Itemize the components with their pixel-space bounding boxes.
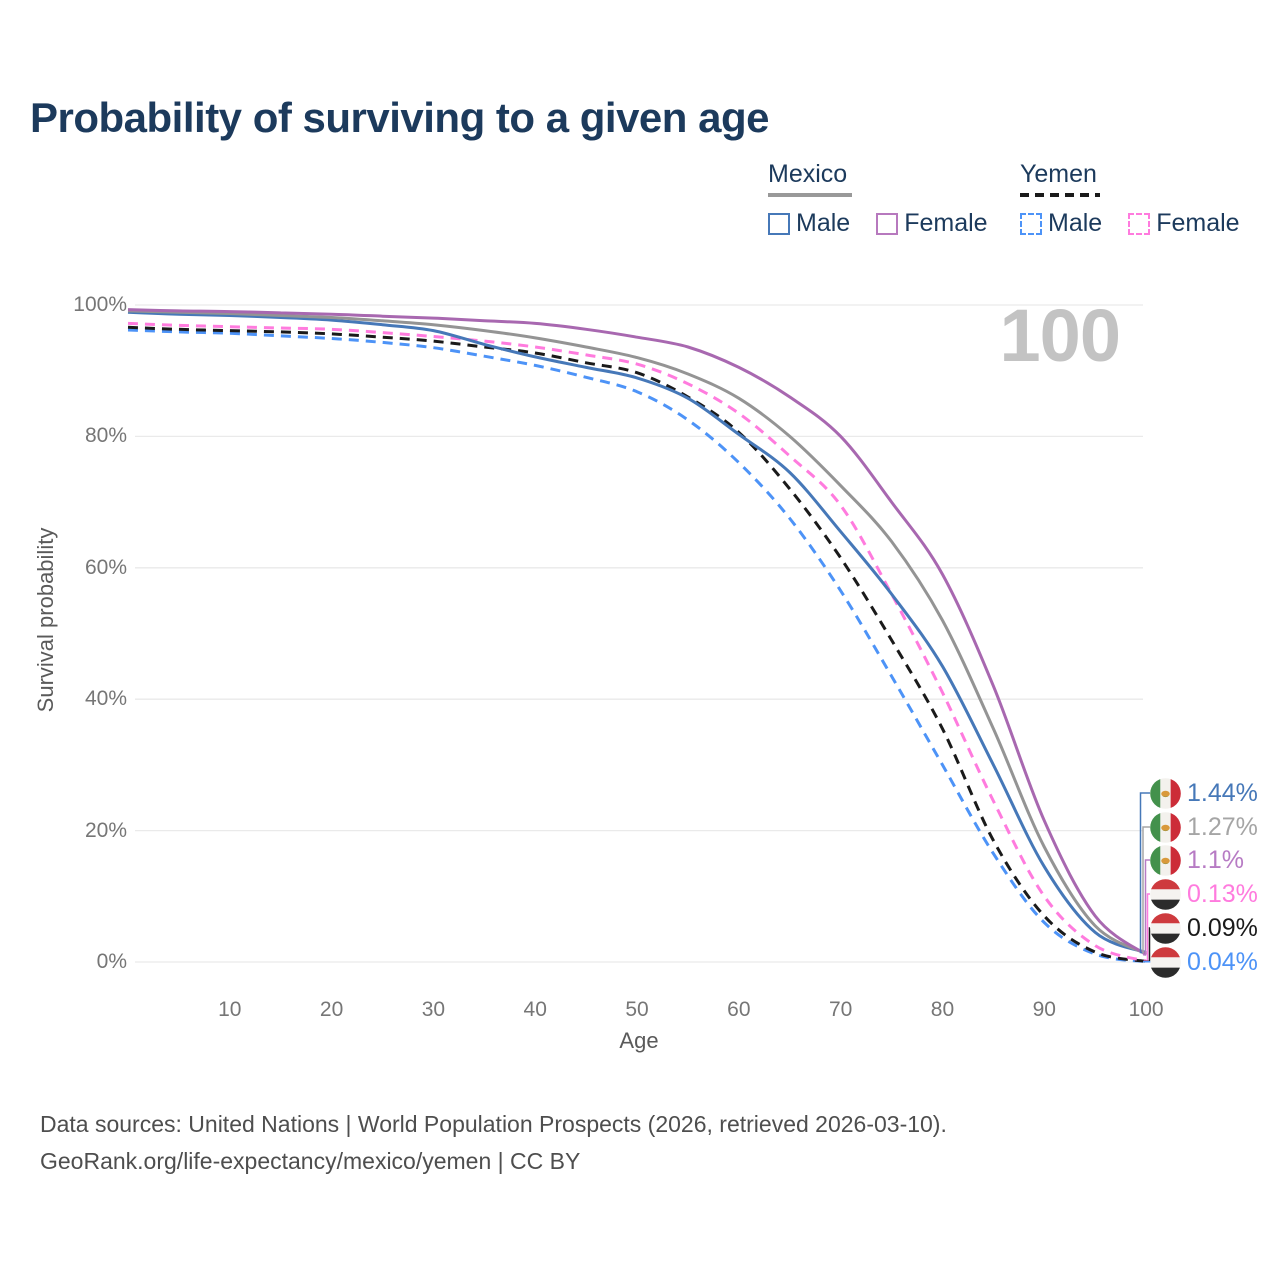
end-label-connector <box>1143 859 1150 956</box>
x-axis-title: Age <box>619 1028 659 1053</box>
end-label-yemen-male: 0.04% <box>1150 946 1258 978</box>
x-tick-label: 10 <box>218 998 242 1021</box>
x-tick-label: 80 <box>930 998 955 1021</box>
legend-item-label: Male <box>796 209 851 237</box>
x-tick-label: 20 <box>319 998 344 1021</box>
x-tick-label: 30 <box>421 998 446 1021</box>
x-tick-label: 90 <box>1032 998 1056 1021</box>
legend-item-mexico-female[interactable]: Female <box>876 209 988 238</box>
legend-country-mexico: Mexico <box>768 160 848 188</box>
series-line-mexico-male <box>127 310 1147 954</box>
legend-item-yemen-female[interactable]: Female <box>1128 209 1240 238</box>
yemen-flag-icon <box>1150 912 1181 944</box>
end-value: 1.27% <box>1187 812 1258 841</box>
end-label-connector <box>1142 826 1150 954</box>
legend-country-yemen: Yemen <box>1020 160 1097 188</box>
x-tick-label: 40 <box>523 998 547 1021</box>
y-tick-label: 60% <box>84 555 127 579</box>
end-label-yemen-female: 0.13% <box>1150 878 1258 910</box>
yemen-flag-icon <box>1150 946 1181 978</box>
end-value: 0.09% <box>1187 913 1258 942</box>
legend-underline-mexico-solid-line <box>768 193 852 197</box>
y-tick-label: 100% <box>73 293 127 316</box>
legend-item-label: Male <box>1048 209 1103 237</box>
x-tick-label: 100 <box>1128 998 1164 1021</box>
page-title: Probability of surviving to a given age <box>30 94 769 141</box>
end-value: 1.1% <box>1187 845 1244 874</box>
y-tick-label: 20% <box>84 818 127 842</box>
end-label-yemen-both: 0.09% <box>1150 912 1258 944</box>
mexico-female-swatch-icon <box>876 212 899 235</box>
y-tick-label: 0% <box>96 950 127 973</box>
y-tick-label: 40% <box>84 687 127 711</box>
end-value: 0.13% <box>1187 879 1258 908</box>
end-label-mexico-male: 1.44% <box>1150 777 1258 809</box>
end-label-connector <box>1139 792 1150 954</box>
hovered-age-watermark: 100 <box>999 294 1121 377</box>
footer-attribution: GeoRank.org/life-expectancy/mexico/yemen… <box>40 1148 581 1174</box>
mexico-flag-icon <box>1150 811 1181 843</box>
legend-item-label: Female <box>904 209 988 237</box>
mexico-flag-icon <box>1150 777 1181 809</box>
legend-group-yemen: Yemen Male Female <box>1020 160 1266 238</box>
end-value: 1.44% <box>1187 778 1258 807</box>
end-label-connector <box>1143 927 1151 963</box>
legend-item-yemen-male[interactable]: Male <box>1020 209 1102 238</box>
series-line-yemen-male <box>127 328 1147 964</box>
end-label-mexico-both: 1.27% <box>1150 811 1258 843</box>
legend-item-label: Female <box>1156 209 1240 237</box>
legend-group-mexico: Mexico Male Female <box>768 160 1014 238</box>
legend-item-mexico-male[interactable]: Male <box>768 209 850 238</box>
legend-underline-yemen-dashed-line <box>1020 193 1100 197</box>
mexico-male-swatch-icon <box>768 212 790 235</box>
yemen-male-swatch-icon <box>1020 212 1042 235</box>
footer: Data sources: United Nations | World Pop… <box>40 1106 947 1180</box>
mexico-flag-icon <box>1150 844 1181 876</box>
end-label-mexico-female: 1.1% <box>1150 844 1244 876</box>
footer-data-sources: Data sources: United Nations | World Pop… <box>40 1111 947 1137</box>
x-tick-label: 60 <box>727 998 751 1021</box>
series-line-yemen-female <box>127 321 1147 963</box>
end-value: 0.04% <box>1187 947 1258 976</box>
y-tick-label: 80% <box>84 424 127 448</box>
series-line-mexico-both-sexes <box>127 309 1147 956</box>
yemen-flag-icon <box>1150 878 1181 910</box>
x-tick-label: 50 <box>625 998 649 1021</box>
series-line-yemen-both-sexes <box>127 325 1147 963</box>
series-line-mexico-female <box>127 308 1148 957</box>
yemen-female-swatch-icon <box>1128 212 1151 235</box>
x-tick-label: 70 <box>828 998 853 1021</box>
